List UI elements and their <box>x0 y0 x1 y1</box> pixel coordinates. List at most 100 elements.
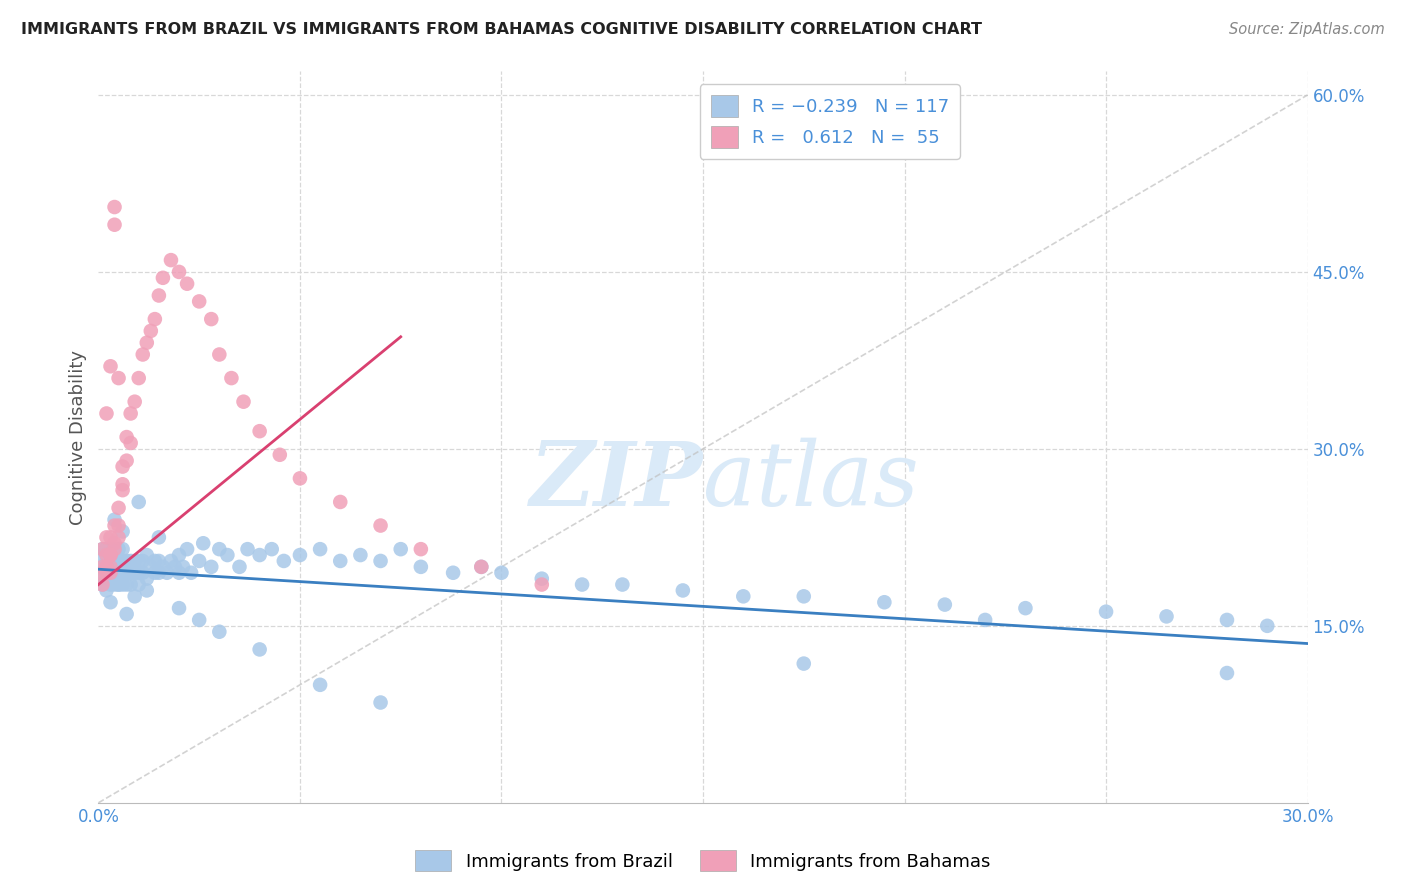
Legend: Immigrants from Brazil, Immigrants from Bahamas: Immigrants from Brazil, Immigrants from … <box>408 843 998 879</box>
Point <box>91 572 114 586</box>
Point <box>160 554 183 568</box>
Point <box>96 542 118 557</box>
Point <box>120 554 142 568</box>
Point <box>152 559 174 574</box>
Point <box>349 548 371 562</box>
Point <box>309 542 332 557</box>
Point <box>148 554 170 568</box>
Point <box>491 566 513 580</box>
Point <box>530 577 553 591</box>
Point <box>200 312 222 326</box>
Point <box>91 566 114 580</box>
Point <box>107 577 129 591</box>
Point <box>96 548 118 562</box>
Point <box>91 577 114 591</box>
Point <box>441 566 464 580</box>
Point <box>208 542 231 557</box>
Point <box>208 347 231 361</box>
Point <box>107 530 129 544</box>
Point <box>91 548 114 562</box>
Point <box>91 559 114 574</box>
Point <box>370 518 392 533</box>
Point <box>100 530 122 544</box>
Point <box>100 572 122 586</box>
Point <box>120 436 142 450</box>
Point <box>309 678 332 692</box>
Point <box>139 324 162 338</box>
Point <box>115 607 138 621</box>
Point <box>91 542 114 557</box>
Point <box>873 595 896 609</box>
Point <box>188 613 211 627</box>
Point <box>100 359 122 374</box>
Point <box>100 577 122 591</box>
Point <box>107 559 129 574</box>
Point <box>139 559 162 574</box>
Point <box>733 590 755 604</box>
Text: IMMIGRANTS FROM BRAZIL VS IMMIGRANTS FROM BAHAMAS COGNITIVE DISABILITY CORRELATI: IMMIGRANTS FROM BRAZIL VS IMMIGRANTS FRO… <box>21 22 981 37</box>
Point <box>176 277 198 291</box>
Point <box>111 577 134 591</box>
Point <box>100 554 122 568</box>
Point <box>135 335 157 350</box>
Point <box>1095 605 1118 619</box>
Point <box>128 566 150 580</box>
Point <box>115 453 138 467</box>
Text: atlas: atlas <box>703 438 918 524</box>
Point <box>100 548 122 562</box>
Point <box>128 554 150 568</box>
Legend: R = −0.239   N = 117, R =   0.612   N =  55: R = −0.239 N = 117, R = 0.612 N = 55 <box>700 84 960 159</box>
Point <box>1256 619 1278 633</box>
Point <box>96 572 118 586</box>
Point <box>100 595 122 609</box>
Point <box>273 554 295 568</box>
Point <box>135 572 157 586</box>
Point <box>100 566 122 580</box>
Point <box>167 548 190 562</box>
Point <box>107 577 129 591</box>
Point <box>128 495 150 509</box>
Point <box>128 371 150 385</box>
Point <box>288 471 311 485</box>
Point <box>269 448 291 462</box>
Point <box>249 424 271 438</box>
Point <box>389 542 412 557</box>
Point <box>103 518 125 533</box>
Point <box>103 572 125 586</box>
Point <box>124 566 146 580</box>
Point <box>111 483 134 498</box>
Point <box>236 542 259 557</box>
Point <box>128 577 150 591</box>
Point <box>111 477 134 491</box>
Point <box>571 577 593 591</box>
Point <box>148 566 170 580</box>
Point <box>96 559 118 574</box>
Point <box>370 554 392 568</box>
Point <box>91 577 114 591</box>
Point <box>100 548 122 562</box>
Point <box>612 577 634 591</box>
Point <box>470 559 492 574</box>
Point <box>107 566 129 580</box>
Point <box>96 530 118 544</box>
Point <box>148 288 170 302</box>
Point <box>249 642 271 657</box>
Point <box>672 583 695 598</box>
Point <box>100 559 122 574</box>
Point <box>107 542 129 557</box>
Point <box>124 590 146 604</box>
Point <box>100 548 122 562</box>
Point <box>793 657 815 671</box>
Point <box>188 294 211 309</box>
Point <box>100 542 122 557</box>
Point <box>172 559 194 574</box>
Point <box>111 459 134 474</box>
Point <box>111 554 134 568</box>
Point <box>217 548 239 562</box>
Point <box>124 394 146 409</box>
Point <box>107 371 129 385</box>
Y-axis label: Cognitive Disability: Cognitive Disability <box>69 350 87 524</box>
Point <box>1216 666 1239 681</box>
Point <box>156 566 179 580</box>
Point <box>370 696 392 710</box>
